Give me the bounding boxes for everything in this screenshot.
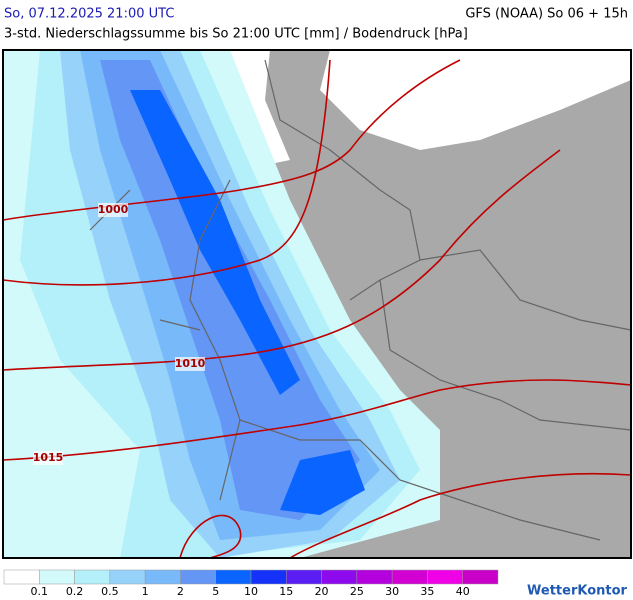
legend-label: 0.1 [31,585,49,598]
legend-swatch [462,569,499,585]
map: 1000 1010 1015 [2,49,632,559]
legend-label: 20 [315,585,329,598]
legend-label: 1 [142,585,149,598]
legend-label: 5 [212,585,219,598]
legend-label: 0.5 [101,585,119,598]
legend-label: 35 [420,585,434,598]
header-model: GFS (NOAA) So 06 + 15h [465,7,628,22]
header-subtitle: 3-std. Niederschlagssumme bis So 21:00 U… [4,27,468,42]
legend-label: 2 [177,585,184,598]
legend-swatch [321,569,358,585]
legend-swatch [39,569,75,585]
legend-swatch [427,569,463,585]
legend-label: 15 [279,585,293,598]
legend-swatch [391,569,428,585]
legend-label: 30 [385,585,399,598]
header-title: So, 07.12.2025 21:00 UTC [4,7,174,22]
isobar-label: 1000 [98,203,129,216]
legend-swatch [356,569,393,585]
legend-label: 25 [350,585,364,598]
legend-swatch [144,569,181,585]
legend-label: 40 [456,585,470,598]
legend-swatch [215,569,252,585]
legend-swatch [180,569,216,585]
legend-swatch [3,569,40,585]
legend-label: 10 [244,585,258,598]
isobar-label: 1015 [33,451,64,464]
legend-swatch [74,569,111,585]
legend-swatch [109,569,146,585]
isobar-label: 1010 [175,357,206,370]
legend-swatch [286,569,322,585]
brand: WetterKontor [527,584,628,599]
legend-swatch [250,569,287,585]
legend-label: 0.2 [66,585,84,598]
legend: 0.1 0.2 0.5 1 2 5 10 15 20 25 30 35 40 [3,569,499,598]
